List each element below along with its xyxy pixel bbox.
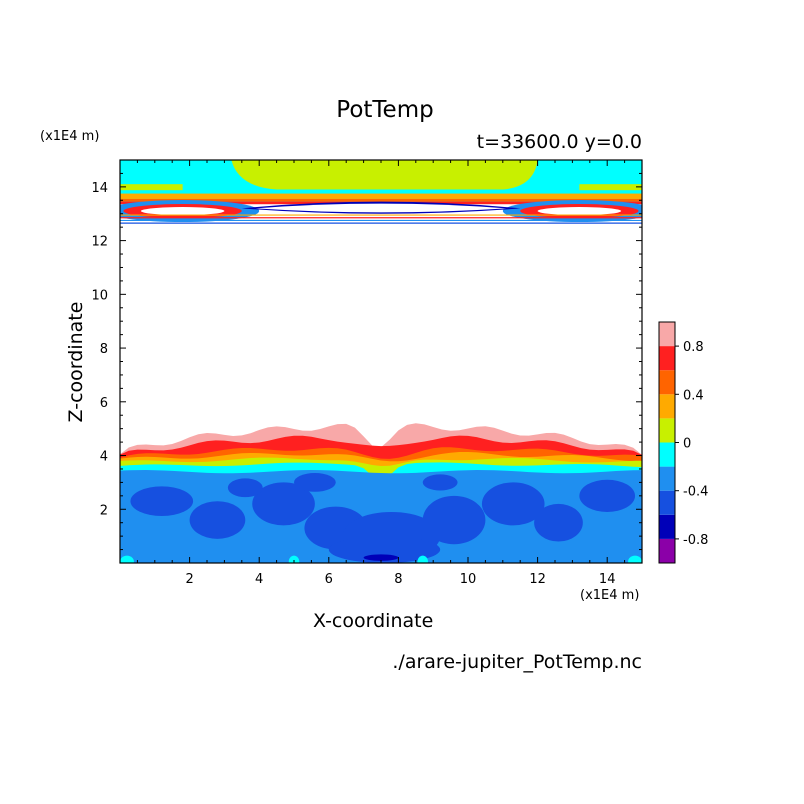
- y-tick-label: 4: [100, 450, 108, 465]
- cold-eddy-0: [130, 486, 194, 516]
- colorbar-swatch: [659, 442, 675, 467]
- y-tick-label: 12: [91, 235, 108, 250]
- y-axis-unit: (x1E4 m): [40, 129, 100, 144]
- time-info-label: t=33600.0 y=0.0: [476, 131, 642, 153]
- cold-eddy-9: [294, 472, 336, 492]
- cyan-patch-3: [628, 555, 642, 563]
- colorbar-swatch: [659, 418, 675, 443]
- y-tick-label: 8: [100, 342, 108, 357]
- cyan-patch-1: [288, 555, 300, 563]
- colorbar-swatch: [659, 322, 675, 347]
- y-tick-label: 10: [91, 288, 108, 303]
- upper-yellow-right: [579, 184, 642, 191]
- x-tick-label: 2: [185, 572, 193, 587]
- x-axis-label: X-coordinate: [313, 610, 434, 632]
- warm-stripe-1: [120, 198, 642, 202]
- contour-fill-group: [120, 160, 642, 563]
- cold-eddy-6: [481, 482, 545, 526]
- colorbar-swatch: [659, 466, 675, 491]
- y-tick-label: 6: [100, 396, 108, 411]
- colorbar-swatch: [659, 346, 675, 371]
- cold-eddy-5: [422, 495, 486, 545]
- colorbar-swatch: [659, 490, 675, 515]
- coldest-spot: [363, 554, 399, 561]
- colorbar-tick-label: 0: [683, 437, 691, 452]
- y-tick-label: 2: [100, 503, 108, 518]
- cold-eddy-11: [227, 478, 263, 498]
- cold-eddy-base: [328, 536, 441, 563]
- x-tick-label: 12: [529, 572, 546, 587]
- x-tick-label: 14: [599, 572, 616, 587]
- center-lens-inner: [255, 203, 507, 213]
- x-tick-label: 6: [325, 572, 333, 587]
- eye-inner-0: [140, 207, 225, 216]
- colorbar-tick-label: 0.4: [683, 388, 704, 403]
- cold-eddy-7: [534, 503, 583, 542]
- chart-title: PotTemp: [336, 97, 434, 123]
- colorbar-tick-label: 0.8: [683, 340, 704, 355]
- colorbar-tick-label: -0.8: [683, 533, 708, 548]
- upper-yellow-region: [231, 160, 538, 190]
- x-tick-label: 4: [255, 572, 263, 587]
- colorbar-swatch: [659, 394, 675, 419]
- cold-eddy-10: [422, 474, 458, 491]
- upper-yellow-left: [120, 184, 183, 191]
- y-tick-label: 14: [91, 181, 108, 196]
- colorbar-swatch: [659, 538, 675, 563]
- colorbar-tick-label: -0.4: [683, 485, 708, 500]
- y-axis-label: Z-coordinate: [65, 301, 87, 423]
- x-axis-unit: (x1E4 m): [580, 588, 640, 603]
- cyan-patch-0: [120, 555, 134, 563]
- file-name-label: ./arare-jupiter_PotTemp.nc: [392, 651, 642, 673]
- colorbar-swatch: [659, 514, 675, 539]
- x-tick-label: 10: [460, 572, 477, 587]
- cold-eddy-2: [252, 482, 315, 526]
- x-tick-label: 8: [394, 572, 402, 587]
- cold-eddy-1: [189, 501, 246, 539]
- eye-inner-1: [537, 207, 622, 216]
- colorbar-swatch: [659, 370, 675, 395]
- cyan-patch-2: [417, 555, 428, 563]
- cold-eddy-8: [579, 479, 636, 512]
- warm-stripe-0: [120, 193, 642, 199]
